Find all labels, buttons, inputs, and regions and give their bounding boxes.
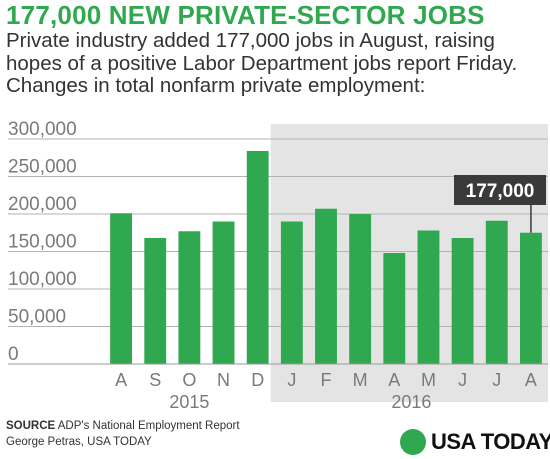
source-label: SOURCE	[6, 420, 56, 432]
brand-logo: USA TODAY	[400, 427, 550, 457]
bar	[383, 253, 406, 364]
bar-chart: 0 50,000 100,000 150,000 200,000 250,000 300,0…	[8, 119, 548, 412]
x-tick-label: J	[458, 370, 467, 390]
bar	[280, 221, 303, 364]
source-text: ADP's National Employment Report	[55, 420, 240, 432]
y-tick-label: 100,000	[8, 269, 77, 290]
brand-dot-icon	[400, 429, 426, 455]
x-tick-label: O	[182, 370, 196, 390]
x-tick-label: S	[149, 370, 161, 390]
bar	[144, 238, 167, 364]
bar	[451, 238, 474, 364]
chart-subtitle: Private industry added 177,000 jobs in A…	[6, 29, 518, 97]
bar	[212, 221, 235, 364]
callout-box	[454, 175, 546, 205]
x-tick-label: F	[321, 370, 332, 390]
bar	[315, 208, 337, 364]
callout-label: 177,000	[466, 181, 535, 202]
y-tick-label: 200,000	[8, 194, 77, 215]
brand-name: USA TODAY	[431, 429, 550, 454]
bar	[519, 232, 542, 364]
bar	[485, 220, 508, 364]
year-label: 2015	[169, 392, 209, 412]
bar	[110, 213, 133, 364]
x-tick-label: A	[525, 370, 537, 390]
year-label: 2016	[391, 392, 431, 412]
credit-text: George Petras, USA TODAY	[6, 436, 152, 448]
x-tick-label: A	[115, 370, 127, 390]
footer: SOURCE ADP's National Employment Report …	[6, 418, 240, 450]
x-tick-label: A	[388, 370, 400, 390]
y-tick-label: 300,000	[8, 119, 77, 140]
y-tick-label: 150,000	[8, 232, 77, 253]
chart-title: 177,000 NEW PRIVATE-SECTOR JOBS	[6, 0, 485, 30]
bar	[178, 231, 201, 364]
x-tick-label: J	[492, 370, 501, 390]
x-tick-label: N	[217, 370, 230, 390]
y-tick-label: 0	[8, 344, 19, 365]
x-tick-label: J	[287, 370, 296, 390]
bar	[246, 151, 269, 364]
bar	[349, 214, 372, 364]
x-tick-label: M	[421, 370, 436, 390]
y-tick-label: 250,000	[8, 157, 77, 178]
x-tick-label: D	[251, 370, 264, 390]
x-tick-label: M	[353, 370, 368, 390]
y-tick-label: 50,000	[8, 307, 66, 328]
bar	[417, 230, 440, 364]
